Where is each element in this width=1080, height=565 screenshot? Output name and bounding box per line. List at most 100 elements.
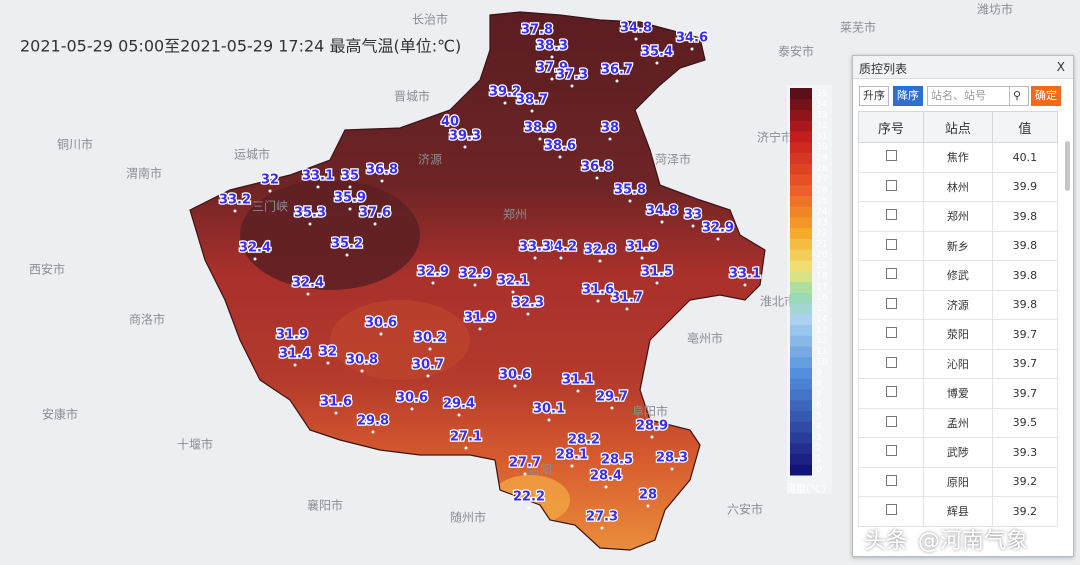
table-row: 博爱 39.7 — [858, 378, 1059, 409]
checkbox[interactable] — [885, 356, 897, 368]
station-dot — [290, 344, 294, 348]
station-dot — [457, 413, 461, 417]
station-value: 40.1 — [991, 142, 1059, 173]
temp-label: 28.2 — [568, 433, 600, 448]
station-dot — [373, 222, 377, 226]
station-dot — [348, 185, 352, 189]
table-row: 武陟 39.3 — [858, 437, 1059, 468]
legend-swatch — [790, 432, 812, 444]
station-name: 武陟 — [923, 437, 993, 468]
station-value: 39.2 — [991, 496, 1059, 527]
temp-label: 32.4 — [239, 241, 271, 256]
city-label: 信阳 — [528, 463, 552, 477]
legend-tick-label: 7 — [816, 390, 822, 400]
legend-swatch — [790, 442, 812, 454]
station-name: 新乡 — [923, 230, 993, 261]
station-dot — [478, 327, 482, 331]
checkbox[interactable] — [885, 445, 897, 457]
station-name: 博爱 — [923, 378, 993, 409]
temp-label: 31.7 — [611, 291, 643, 306]
legend-tick-label: 30 — [816, 143, 828, 153]
city-label: 运城市 — [234, 147, 270, 162]
temp-label: 32.4 — [292, 276, 324, 291]
station-dot — [570, 464, 574, 468]
station-dot — [615, 79, 619, 83]
checkbox[interactable] — [885, 386, 897, 398]
checkbox[interactable] — [885, 238, 897, 250]
checkbox[interactable] — [885, 297, 897, 309]
legend-tick-label: 12 — [816, 336, 827, 346]
row-select — [858, 260, 924, 291]
city-label: 亳州市 — [687, 331, 723, 346]
temp-label: 38.6 — [544, 139, 576, 154]
temp-label: 36.8 — [581, 160, 613, 175]
city-label: 菏泽市 — [655, 152, 691, 167]
asc-button[interactable]: 升序 — [859, 86, 889, 106]
temp-label: 30.2 — [414, 331, 446, 346]
station-dot — [380, 179, 384, 183]
station-dot — [448, 131, 452, 135]
station-value: 39.8 — [991, 230, 1059, 261]
legend-swatch — [790, 238, 812, 250]
search-input[interactable]: 站名、站号 — [927, 86, 1017, 106]
confirm-button[interactable]: 确定 — [1031, 86, 1061, 106]
checkbox[interactable] — [885, 327, 897, 339]
station-dot — [348, 207, 352, 211]
legend-tick-label: 9 — [816, 368, 822, 378]
close-button[interactable]: X — [1056, 60, 1065, 74]
temp-label: 33.2 — [219, 193, 251, 208]
legend-tick-label: 16 — [816, 293, 828, 303]
checkbox[interactable] — [885, 179, 897, 191]
station-dot — [716, 237, 720, 241]
legend-swatch — [790, 184, 812, 196]
city-label: 三门峡 — [252, 199, 288, 214]
row-select — [858, 230, 924, 261]
checkbox[interactable] — [885, 415, 897, 427]
station-dot — [547, 418, 551, 422]
checkbox[interactable] — [885, 209, 897, 221]
temp-label: 32.1 — [497, 274, 529, 289]
search-icon[interactable]: ⚲ — [1009, 86, 1029, 106]
temp-label: 32.8 — [584, 243, 616, 258]
legend-tick-label: 31 — [816, 132, 827, 142]
temp-label: 32.9 — [459, 267, 491, 282]
station-dot — [316, 185, 320, 189]
station-name: 济源 — [923, 289, 993, 320]
table-row: 新乡 39.8 — [858, 230, 1059, 261]
legend-swatch — [790, 131, 812, 143]
table-row: 荥阳 39.7 — [858, 319, 1059, 350]
legend-swatch — [790, 109, 812, 121]
station-dot — [326, 361, 330, 365]
legend-swatch — [790, 195, 812, 207]
station-dot — [431, 281, 435, 285]
temp-label: 31.5 — [641, 265, 673, 280]
legend-tick-label: 3 — [816, 433, 822, 443]
station-dot — [530, 109, 534, 113]
legend-tick-label: 20 — [816, 250, 828, 260]
table-row: 原阳 39.2 — [858, 466, 1059, 497]
temp-label: 28 — [639, 488, 657, 503]
row-select — [858, 378, 924, 409]
station-dot — [426, 374, 430, 378]
station-dot — [628, 199, 632, 203]
map-title: 2021-05-29 05:00至2021-05-29 17:24 最高气温(单… — [20, 37, 461, 56]
station-dot — [615, 469, 619, 473]
temp-label: 35.8 — [614, 183, 646, 198]
station-dot — [511, 290, 515, 294]
legend-swatch — [790, 227, 812, 239]
checkbox[interactable] — [885, 150, 897, 162]
checkbox[interactable] — [885, 268, 897, 280]
temp-label: 22.2 — [513, 490, 545, 505]
checkbox[interactable] — [885, 474, 897, 486]
row-select — [858, 142, 924, 173]
station-value: 39.2 — [991, 466, 1059, 497]
temp-label: 35.9 — [334, 191, 366, 206]
station-dot — [604, 485, 608, 489]
desc-button[interactable]: 降序 — [893, 86, 923, 106]
temp-label: 27.3 — [586, 510, 618, 525]
checkbox[interactable] — [885, 504, 897, 516]
temp-label: 30.8 — [346, 353, 378, 368]
station-dot — [463, 145, 467, 149]
temp-label: 28.9 — [636, 419, 668, 434]
